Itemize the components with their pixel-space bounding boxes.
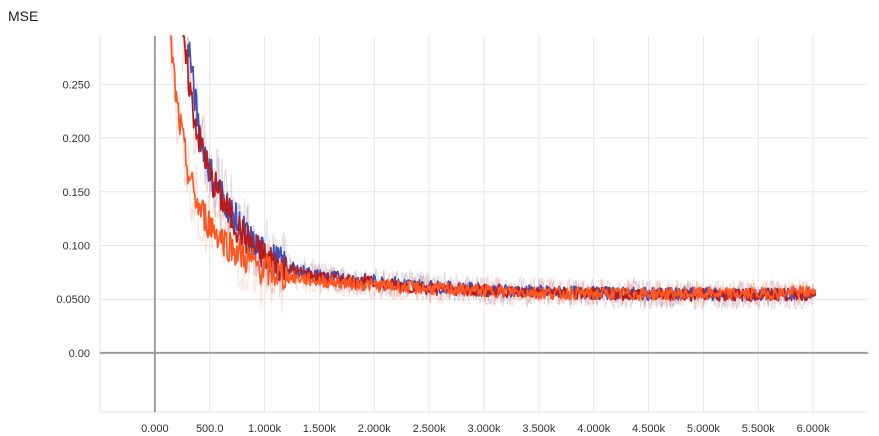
series-layer bbox=[170, 35, 817, 303]
series-end-point[interactable] bbox=[810, 288, 817, 295]
x-tick-label: 5.500k bbox=[742, 423, 776, 435]
series-line-run-orange[interactable] bbox=[170, 35, 814, 302]
chart-title: MSE bbox=[8, 8, 39, 24]
x-tick-label: 4.500k bbox=[632, 423, 666, 435]
x-tick-label: 3.500k bbox=[522, 423, 556, 435]
x-tick-label: 2.000k bbox=[358, 423, 392, 435]
x-tick-label: 2.500k bbox=[413, 423, 447, 435]
x-tick-label: 3.000k bbox=[467, 423, 501, 435]
grid-layer bbox=[99, 36, 868, 413]
x-tick-label: 1.000k bbox=[248, 423, 282, 435]
y-tick-label: 0.0500 bbox=[56, 294, 90, 306]
x-tick-label: 500.0 bbox=[196, 423, 224, 435]
raw-noise-layer bbox=[169, 35, 814, 314]
x-tick-label: 0.000 bbox=[141, 423, 169, 435]
x-tick-label: 6.000k bbox=[797, 423, 831, 435]
x-tick-label: 1.500k bbox=[303, 423, 337, 435]
x-tick-label: 4.000k bbox=[577, 423, 611, 435]
y-tick-label: 0.200 bbox=[62, 133, 90, 145]
y-tick-label: 0.150 bbox=[62, 187, 90, 199]
axis-layer: 0.000 500.0 1.000k 1.500k 2.000k 2.500k 3.000k… bbox=[56, 36, 868, 435]
series-line-run-darkred[interactable] bbox=[182, 35, 814, 303]
y-tick-label: 0.250 bbox=[62, 79, 90, 91]
x-tick-label: 5.000k bbox=[687, 423, 721, 435]
y-tick-label: 0.100 bbox=[62, 240, 90, 252]
y-tick-label: 0.00 bbox=[69, 348, 90, 360]
raw-series-run-orange bbox=[169, 35, 814, 314]
